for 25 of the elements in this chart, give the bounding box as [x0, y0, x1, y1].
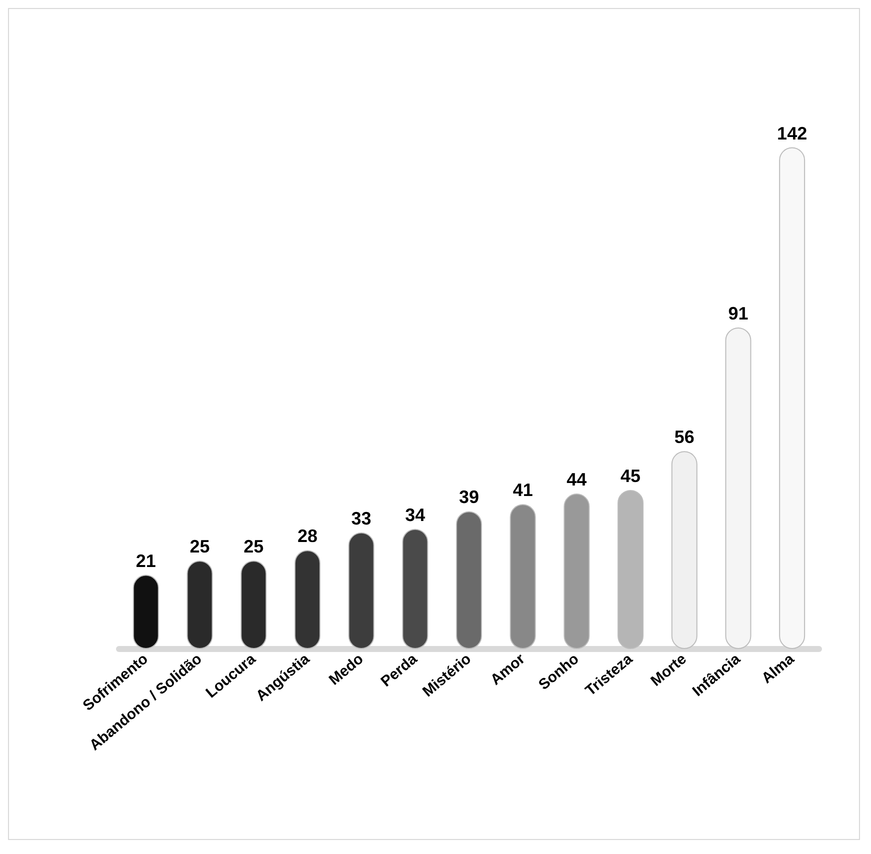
bar — [779, 147, 806, 649]
bar — [618, 490, 644, 649]
bar — [348, 532, 374, 649]
bar — [294, 550, 320, 649]
bar — [240, 560, 267, 649]
data-label: 39 — [458, 487, 480, 508]
data-label: 33 — [351, 508, 372, 528]
data-label: 45 — [620, 466, 641, 486]
data-label: 25 — [244, 536, 264, 557]
data-label: 56 — [674, 427, 694, 448]
data-label: 91 — [728, 303, 748, 324]
bar — [671, 451, 698, 649]
bar — [725, 327, 752, 649]
bar — [402, 528, 428, 649]
data-label: 41 — [512, 480, 533, 500]
bar — [456, 511, 482, 649]
data-label: 44 — [566, 470, 587, 490]
data-label: 25 — [190, 536, 210, 557]
data-label: 142 — [777, 123, 808, 144]
bar — [510, 504, 536, 649]
data-label: 21 — [136, 550, 156, 571]
bar — [186, 560, 213, 649]
data-label: 28 — [297, 526, 318, 546]
bar — [564, 494, 590, 649]
data-label: 34 — [405, 504, 426, 525]
